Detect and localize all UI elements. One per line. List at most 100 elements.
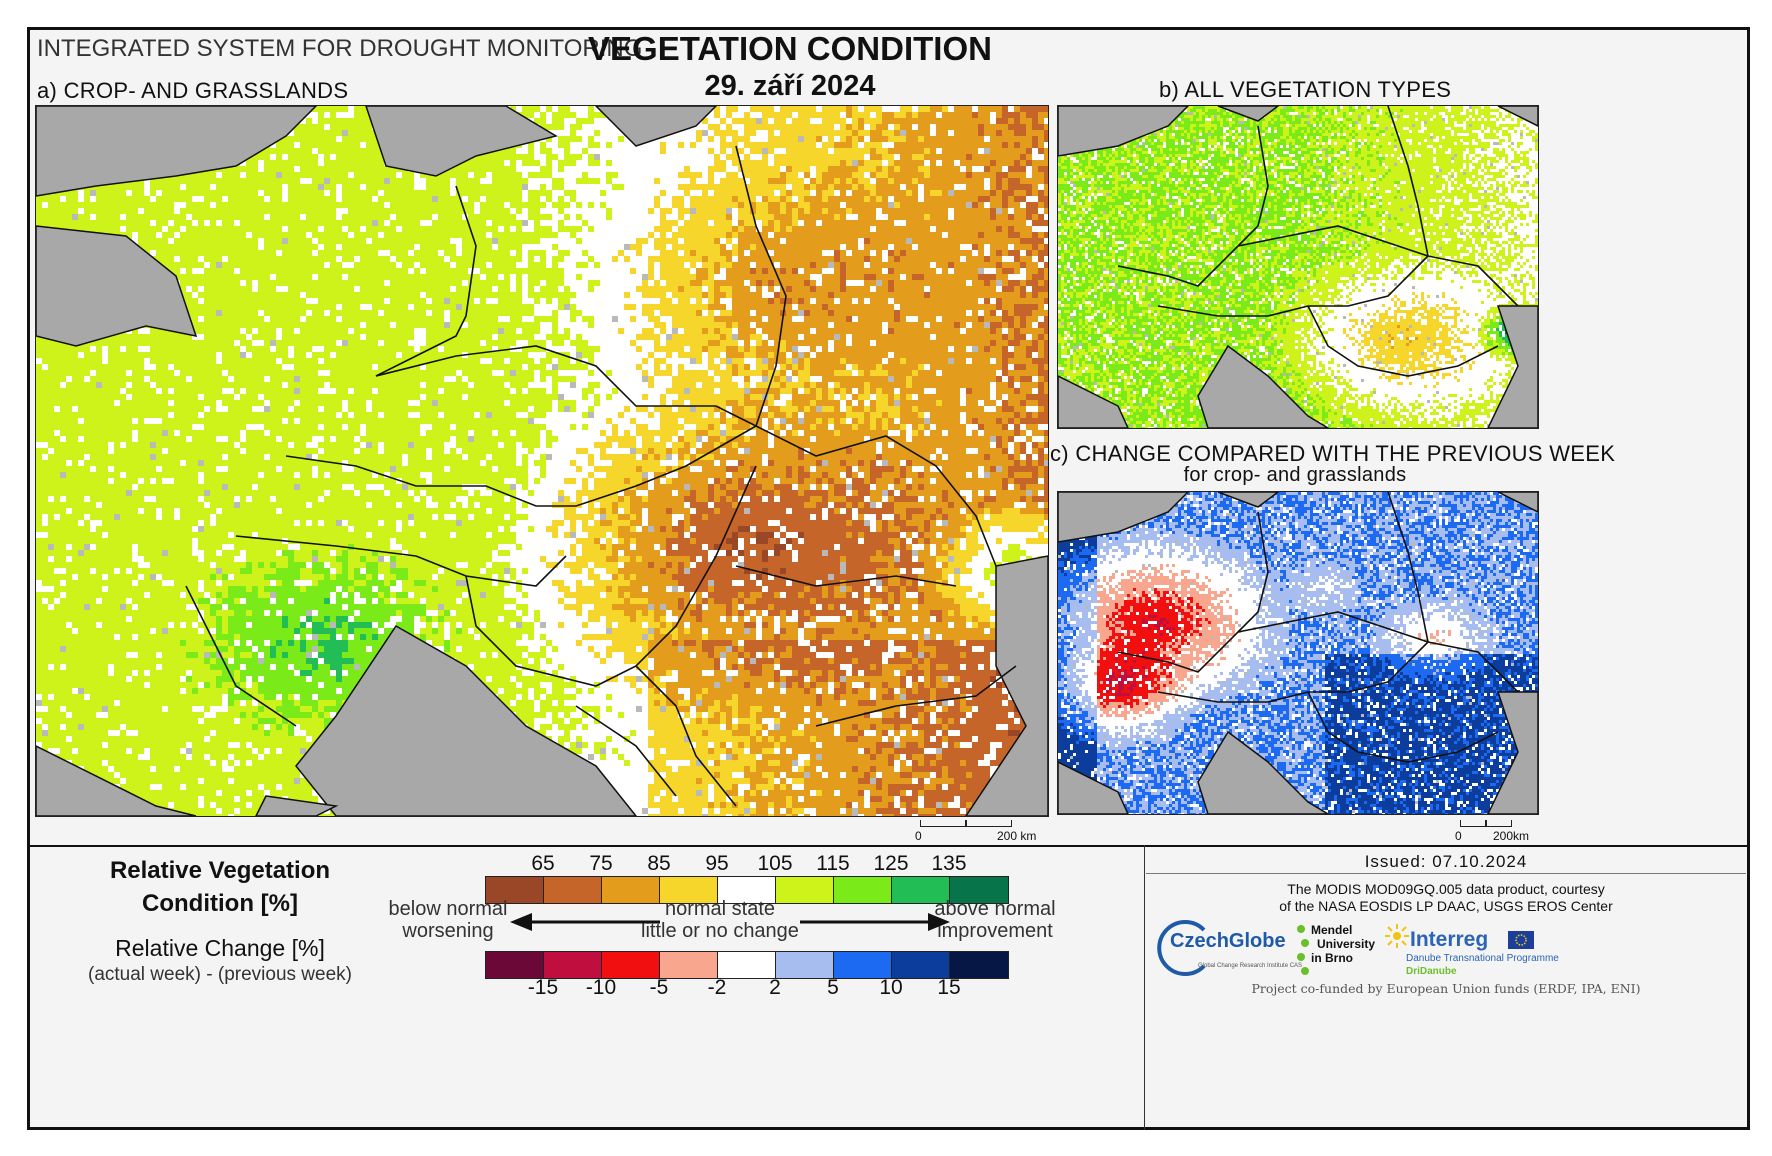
interreg-logo-text: Interreg — [1410, 928, 1488, 952]
rc-tick: -5 — [629, 976, 689, 1000]
rvc-title-line1: Relative Vegetation — [90, 857, 350, 885]
figure-frame: INTEGRATED SYSTEM FOR DROUGHT MONITORING… — [27, 27, 1750, 1130]
country-border — [375, 345, 757, 427]
country-border — [285, 425, 757, 507]
raster-layer — [1058, 106, 1538, 428]
sea-area — [36, 106, 318, 197]
country-border — [235, 535, 567, 587]
panel-b-label: b) ALL VEGETATION TYPES — [1159, 77, 1451, 103]
sea-area — [295, 625, 637, 816]
scalebar-segment — [965, 820, 1012, 827]
country-border — [815, 665, 1017, 727]
scalebar-zero: 0 — [1455, 829, 1462, 843]
scalebar-end: 200 km — [997, 829, 1036, 843]
rvc-tick-labels: 65 75 85 95 105 115 125 135 — [485, 852, 966, 878]
main-title: VEGETATION CONDITION — [550, 30, 1030, 68]
country-border — [1237, 511, 1269, 633]
sea-area — [1217, 492, 1280, 508]
rvc-title-line2: Condition [%] — [90, 890, 350, 918]
rvc-tick: 95 — [687, 852, 747, 876]
credits-divider — [1144, 845, 1145, 1130]
sea-area — [965, 555, 1048, 816]
rc-swatch — [892, 952, 950, 978]
country-border — [1427, 641, 1519, 693]
legend-right-line2: improvement — [930, 920, 1060, 943]
country-border — [735, 565, 957, 587]
rc-swatch — [660, 952, 718, 978]
raster-layer — [36, 106, 1048, 816]
czechglobe-logo-subtext: Global Change Research Institute CAS — [1198, 963, 1302, 969]
issued-date: Issued: 07.10.2024 — [1146, 852, 1746, 872]
right-arrow-icon — [800, 913, 950, 931]
sea-area — [1197, 730, 1330, 814]
legend-right-line1: above normal — [930, 898, 1060, 921]
sea-area — [594, 106, 718, 147]
scalebar-small: 0 200km — [1455, 820, 1545, 850]
rc-swatch — [486, 952, 544, 978]
country-border — [185, 585, 297, 727]
rvc-swatch — [486, 877, 544, 903]
legend-left-line1: below normal — [388, 898, 508, 921]
country-border — [1387, 492, 1429, 643]
panel-c-label: c) CHANGE COMPARED WITH THE PREVIOUS WEE… — [1050, 441, 1615, 467]
rc-swatch — [544, 952, 602, 978]
data-credit-line2: of the NASA EOSDIS LP DAAC, USGS EROS Ce… — [1146, 898, 1746, 914]
interreg-star-icon — [1385, 924, 1409, 948]
sea-area — [1487, 305, 1538, 428]
map-crop-grasslands — [35, 105, 1049, 817]
country-border — [755, 425, 997, 567]
rvc-swatch — [602, 877, 660, 903]
country-border — [1427, 255, 1519, 307]
rc-swatch — [776, 952, 834, 978]
country-border — [1387, 106, 1429, 257]
mendel-logo-line1: Mendel — [1311, 923, 1352, 937]
rvc-tick: 75 — [571, 852, 631, 876]
panel-c-sublabel: for crop- and grasslands — [1050, 464, 1540, 487]
sea-area — [1058, 106, 1190, 157]
rvc-tick: 125 — [861, 852, 921, 876]
sea-area — [255, 795, 339, 816]
scalebar-segment — [1485, 820, 1512, 827]
rc-tick: -15 — [513, 976, 573, 1000]
sea-area — [36, 745, 197, 816]
legend-mid-line2: little or no change — [630, 920, 810, 943]
sea-area — [1058, 492, 1190, 543]
country-border — [1117, 631, 1239, 673]
rvc-tick: 115 — [803, 852, 863, 876]
legend-mid-line1: normal state — [630, 898, 810, 921]
panel-a-label: a) CROP- AND GRASSLANDS — [37, 78, 348, 104]
rc-tick-labels: -15 -10 -5 -2 2 5 10 15 — [485, 976, 965, 1002]
rvc-swatch — [950, 877, 1008, 903]
scalebar-segment — [1460, 820, 1487, 827]
country-border — [735, 145, 787, 427]
interreg-logo-subtext: Danube Transnational Programme — [1406, 953, 1559, 964]
country-border — [1237, 611, 1429, 643]
rc-tick: -2 — [687, 976, 747, 1000]
sea-area — [1497, 106, 1538, 127]
system-title: INTEGRATED SYSTEM FOR DROUGHT MONITORING — [37, 35, 642, 63]
rvc-tick: 105 — [745, 852, 805, 876]
mendel-logo-line3: in Brno — [1311, 951, 1353, 965]
mendel-logo-icon — [1297, 925, 1309, 975]
data-credit-line1: The MODIS MOD09GQ.005 data product, cour… — [1146, 881, 1746, 897]
legend-divider — [30, 845, 1747, 847]
country-border — [635, 665, 737, 807]
rc-tick: 2 — [745, 976, 805, 1000]
country-border — [1307, 305, 1499, 377]
country-border — [375, 185, 477, 377]
scalebar-zero: 0 — [915, 829, 922, 843]
sea-area — [1058, 375, 1129, 428]
rvc-colorbar — [485, 876, 1009, 904]
rc-tick: -10 — [571, 976, 631, 1000]
left-arrow-icon — [510, 913, 660, 931]
mendel-logo-line2: University — [1317, 937, 1375, 951]
rvc-swatch — [718, 877, 776, 903]
rvc-tick: 85 — [629, 852, 689, 876]
rvc-swatch — [776, 877, 834, 903]
rvc-swatch — [660, 877, 718, 903]
rc-swatch — [602, 952, 660, 978]
rvc-swatch — [892, 877, 950, 903]
country-border — [1237, 125, 1269, 247]
scalebar-segment — [920, 820, 967, 827]
sea-area — [1058, 761, 1129, 814]
